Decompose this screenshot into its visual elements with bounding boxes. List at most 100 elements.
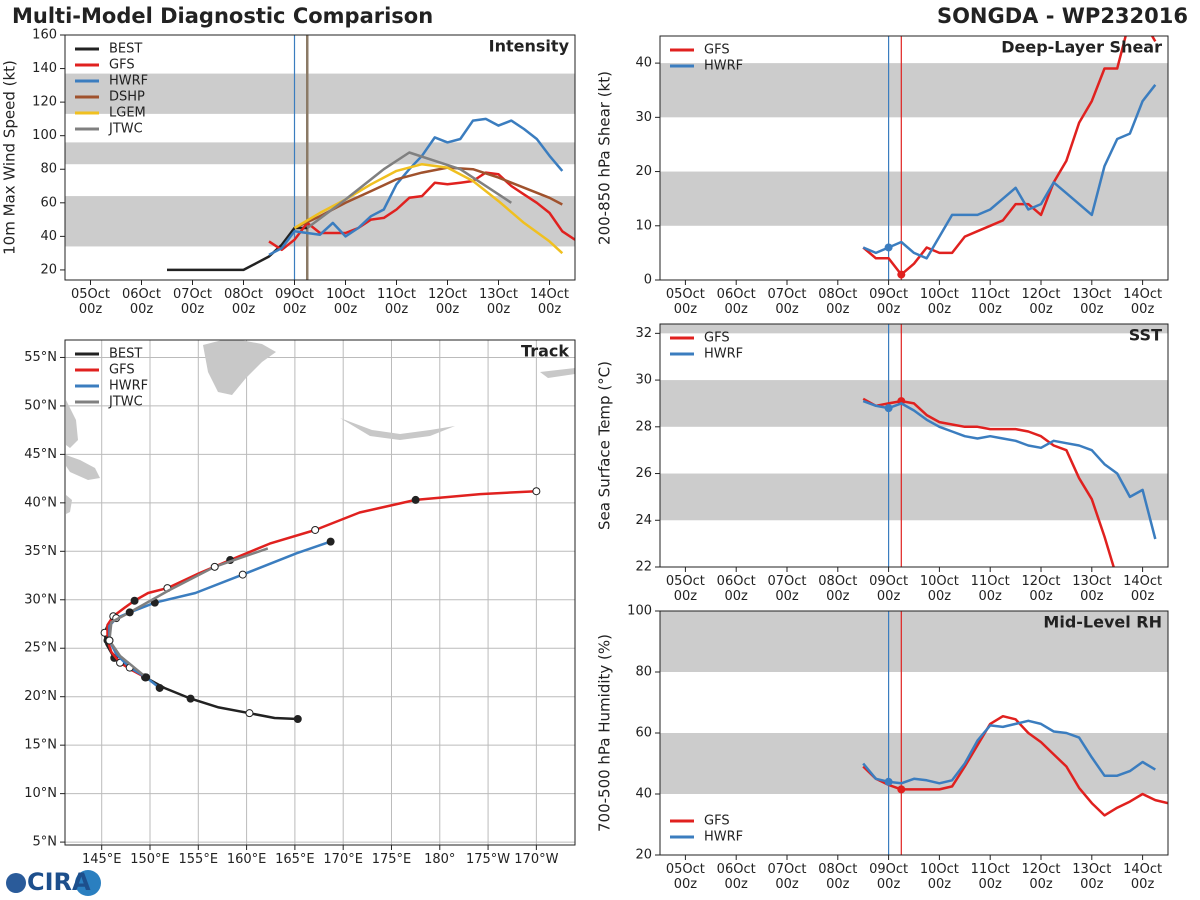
series-line [862, 399, 1157, 540]
series-line [862, 719, 1156, 785]
panel-title: SST [1129, 326, 1162, 345]
track-point [130, 596, 139, 605]
y-tick-label: 40 [635, 56, 652, 71]
x-tick-label: 07Oct 00z [172, 287, 213, 317]
frame [659, 35, 1169, 281]
x-tick-label: 145°E [81, 852, 122, 867]
land [340, 418, 455, 440]
series-line [106, 489, 537, 679]
band [660, 171, 1168, 226]
series-line [862, 397, 1115, 567]
series-line [306, 151, 512, 230]
land [66, 455, 100, 480]
panel-title: Intensity [489, 37, 570, 56]
plot-area [660, 324, 1168, 567]
y-tick-label: 60 [40, 195, 57, 210]
x-tick-label: 13Oct 00z [478, 287, 519, 317]
x-tick-label: 08Oct 00z [818, 862, 858, 892]
logo-text: CIRA [27, 868, 91, 896]
x-tick-label: 05Oct 00z [665, 574, 705, 604]
track-point [238, 570, 247, 579]
track-point [142, 673, 151, 682]
x-tick-label: 180° [424, 852, 456, 867]
series-line [862, 714, 1168, 817]
x-tick-label: 06Oct 00z [716, 862, 756, 892]
y-tick-label: 55°N [24, 350, 57, 365]
logo: CIRA [6, 868, 101, 896]
track-point [186, 694, 195, 703]
x-tick-label: 11Oct 00z [376, 287, 417, 317]
track-point [411, 495, 420, 504]
land [66, 400, 78, 448]
x-tick-label: 12Oct 00z [1021, 862, 1061, 892]
x-tick-label: 175°E [371, 852, 412, 867]
panel-title: Deep-Layer Shear [1001, 38, 1162, 57]
plot-area [660, 611, 1168, 855]
storm-name: SONGDA - WP232016 [936, 4, 1188, 28]
x-tick-label: 10Oct 00z [919, 574, 959, 604]
x-tick-label: 09Oct 00z [869, 862, 909, 892]
band [660, 611, 1168, 672]
track-point [210, 562, 219, 571]
series-line [103, 625, 298, 721]
legend-label: GFS [704, 43, 730, 58]
x-tick-label: 13Oct 00z [1072, 574, 1112, 604]
x-tick-label: 08Oct 00z [818, 287, 858, 317]
band [65, 196, 575, 247]
x-tick-label: 06Oct 00z [121, 287, 162, 317]
x-tick-label: 170°W [514, 852, 559, 867]
y-axis-label: Sea Surface Temp (°C) [596, 361, 614, 530]
panel: 5°N 10°N 15°N 20°N 25°N 30°N 35°N 40°N 45°N 50°N 5… [24, 339, 576, 850]
legend-label: HWRF [704, 347, 743, 362]
legend-label: GFS [704, 814, 730, 829]
panel: 22 24 26 28 30 32 SST Sea Surface Temp (°C) GFSH… [596, 323, 1169, 575]
legend-label: LGEM [109, 106, 146, 121]
x-tick-label: 175°W [465, 852, 511, 867]
y-tick-label: 80 [40, 162, 57, 177]
plot-area [660, 36, 1168, 280]
x-tick-label: 08Oct 00z [818, 574, 858, 604]
logo-globe [6, 873, 26, 893]
x-tick-label: 165°E [275, 852, 315, 867]
series-line [862, 84, 1157, 260]
y-tick-label: 120 [32, 95, 57, 110]
band [65, 142, 575, 165]
y-tick-label: 60 [635, 726, 652, 741]
x-tick-label: 170°E [323, 852, 363, 867]
y-tick-label: 10 [635, 218, 652, 233]
land [203, 340, 276, 395]
y-tick-label: 30 [635, 110, 652, 125]
track-point [293, 714, 302, 723]
x-tick-label: 09Oct 00z [869, 574, 909, 604]
point [884, 777, 893, 786]
legend-label: DSHP [109, 90, 145, 105]
y-tick-label: 160 [32, 28, 57, 43]
x-tick-label: 10Oct 00z [325, 287, 366, 317]
frame [64, 339, 576, 846]
x-tick-label: 12Oct 00z [1021, 287, 1061, 317]
panel: 0 10 20 30 40 Deep-Layer Shear 200-850 hPa She… [596, 35, 1169, 288]
y-tick-label: 40°N [24, 495, 57, 510]
series-line [167, 226, 308, 272]
panel: 20 40 60 80 100 120 140 160 Intensity 10m Max Win… [1, 28, 576, 285]
y-tick-label: 26 [635, 466, 652, 481]
y-tick-label: 100 [32, 128, 57, 143]
x-tick-label: 155°E [178, 852, 219, 867]
x-tick-label: 07Oct 00z [767, 574, 807, 604]
y-tick-label: 80 [635, 665, 652, 680]
legend-label: GFS [109, 58, 135, 73]
x-tick-label: 11Oct 00z [970, 287, 1010, 317]
panel-title: Mid-Level RH [1043, 613, 1162, 632]
x-tick-label: 06Oct 00z [716, 287, 756, 317]
x-tick-label: 150°E [130, 852, 170, 867]
land-masses [66, 340, 575, 514]
y-tick-label: 45°N [24, 447, 57, 462]
point [884, 404, 893, 413]
plot-area [65, 340, 575, 845]
x-tick-label: 10Oct 00z [919, 287, 959, 317]
track-point [532, 487, 541, 496]
panel: 20 40 60 80 100 Mid-Level RH 700-500 hPa Humid… [596, 604, 1169, 863]
legend-label: HWRF [109, 379, 148, 394]
point [897, 270, 906, 279]
